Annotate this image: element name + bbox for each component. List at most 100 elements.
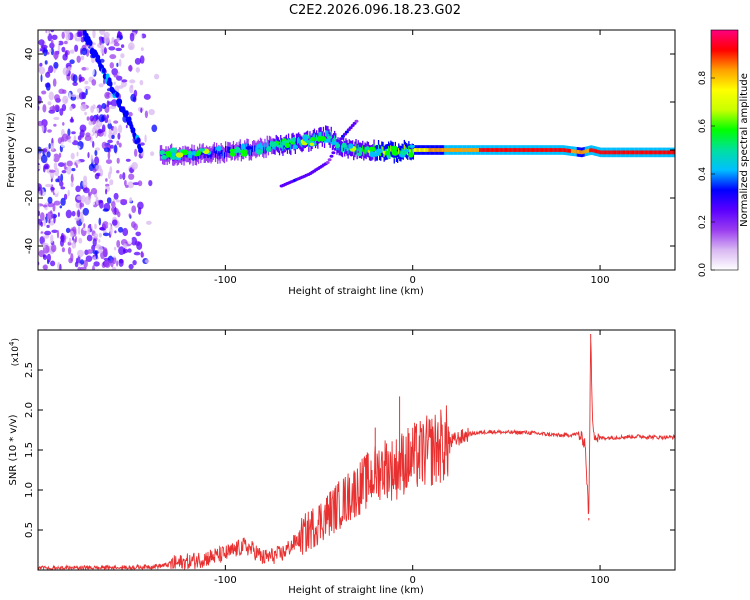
noise-speckle: [38, 203, 41, 211]
tone-core: [221, 150, 223, 157]
noise-speckle: [63, 162, 67, 171]
noise-speckle: [82, 207, 90, 216]
tone-core: [673, 150, 675, 155]
tone-core: [183, 154, 185, 161]
tone-core: [490, 148, 492, 152]
tone-core: [571, 149, 573, 153]
tone-core: [593, 148, 595, 153]
noise-speckle: [72, 81, 78, 86]
tone-core: [558, 148, 561, 152]
tone-blob: [266, 146, 272, 153]
tone-core: [473, 148, 475, 152]
noise-speckle: [81, 67, 87, 71]
noise-speckle: [50, 234, 54, 244]
noise-speckle: [75, 185, 81, 193]
tone-blob: [191, 150, 197, 156]
track-point: [118, 98, 123, 105]
noise-speckle: [113, 74, 119, 78]
noise-speckle: [116, 37, 120, 42]
noise-speckle: [139, 55, 145, 64]
noise-speckle: [74, 217, 80, 221]
tone-core: [440, 148, 443, 152]
noise-speckle: [47, 196, 53, 204]
noise-speckle: [110, 144, 114, 149]
noise-speckle: [98, 83, 104, 88]
noise-speckle: [38, 210, 41, 217]
tone-core: [382, 146, 384, 153]
tone-core: [330, 131, 332, 138]
tone-core: [501, 148, 503, 152]
tone-core: [254, 145, 256, 152]
tone-core: [416, 148, 418, 152]
tone-core: [447, 148, 449, 152]
noise-speckle: [63, 193, 68, 200]
noise-speckle: [42, 104, 47, 113]
noise-speckle: [92, 265, 95, 270]
noise-speckle: [67, 66, 72, 71]
colorbar-tick-label: 0.6: [698, 119, 708, 134]
noise-speckle: [117, 132, 121, 140]
noise-speckle: [137, 162, 141, 168]
tone-core: [253, 144, 255, 151]
tone-core: [606, 150, 608, 155]
tone-core: [553, 148, 555, 152]
tone-core: [578, 150, 580, 154]
track-point: [131, 127, 136, 134]
noise-speckle: [145, 35, 151, 43]
noise-speckle: [99, 200, 104, 209]
y-tick-label: 20: [24, 96, 35, 109]
noise-speckle: [65, 32, 71, 41]
tone-core: [443, 148, 445, 152]
y-tick-label: -20: [24, 190, 35, 206]
branch-point: [327, 158, 332, 162]
spectrogram-ylabel: Frequency (Hz): [6, 112, 17, 188]
tone-core: [630, 150, 633, 155]
noise-speckle: [107, 151, 111, 160]
tone-blob: [229, 148, 235, 153]
tone-core: [572, 149, 574, 154]
tone-core: [489, 148, 491, 152]
noise-speckle: [123, 247, 126, 255]
noise-speckle: [112, 219, 118, 226]
noise-speckle: [77, 225, 81, 235]
tone-core: [439, 148, 441, 152]
noise-speckle: [131, 162, 138, 170]
tone-core: [564, 148, 566, 153]
tone-core: [194, 154, 196, 161]
noise-speckle: [113, 246, 117, 251]
tone-core: [476, 148, 479, 152]
tone-core: [573, 149, 575, 154]
y-tick-label: 1.0: [24, 482, 35, 498]
colorbar-tick-label: 0.2: [698, 215, 708, 229]
noise-speckle: [70, 152, 75, 160]
track-point: [88, 40, 93, 46]
noise-speckle: [49, 170, 55, 179]
noise-speckle: [129, 135, 134, 140]
noise-speckle: [78, 74, 82, 83]
noise-speckle: [68, 237, 72, 243]
tone-core: [493, 148, 495, 152]
tone-core: [346, 144, 348, 151]
tone-core: [663, 150, 665, 155]
track-point: [108, 80, 113, 87]
noise-speckle: [85, 67, 89, 71]
noise-speckle: [54, 104, 60, 112]
tone-core: [204, 151, 206, 159]
tone-core: [579, 150, 581, 154]
tone-core: [543, 148, 545, 152]
tone-core: [603, 150, 606, 155]
tone-core: [555, 148, 557, 152]
noise-speckle: [103, 78, 106, 85]
noise-speckle: [136, 241, 143, 250]
tone-blob: [369, 151, 376, 158]
tone-blob: [160, 155, 167, 160]
noise-speckle: [50, 143, 55, 151]
noise-speckle: [57, 43, 61, 53]
tone-core: [649, 150, 652, 155]
noise-speckle: [65, 227, 71, 234]
snr-multiplier-base: (x10: [11, 346, 21, 367]
noise-speckle: [93, 261, 100, 267]
noise-speckle: [92, 140, 95, 148]
tone-core: [362, 145, 364, 152]
noise-speckle: [52, 78, 57, 87]
